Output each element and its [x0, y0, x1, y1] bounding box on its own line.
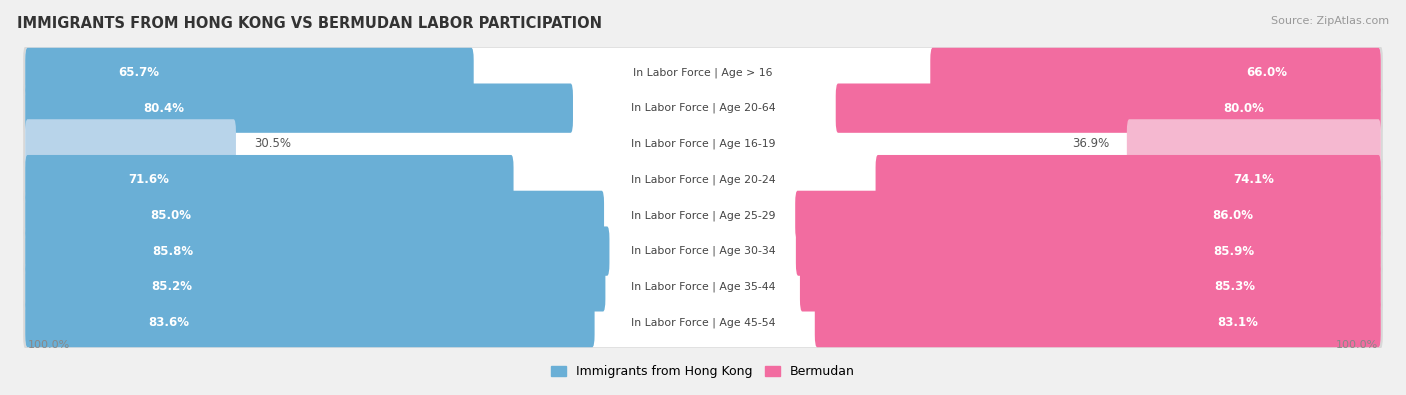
Text: In Labor Force | Age 25-29: In Labor Force | Age 25-29 [631, 210, 775, 221]
FancyBboxPatch shape [796, 226, 1381, 276]
Text: 71.6%: 71.6% [128, 173, 169, 186]
Text: In Labor Force | Age 20-24: In Labor Force | Age 20-24 [631, 174, 775, 185]
FancyBboxPatch shape [25, 191, 605, 240]
Text: In Labor Force | Age > 16: In Labor Force | Age > 16 [633, 67, 773, 78]
FancyBboxPatch shape [25, 83, 1381, 133]
Text: 85.9%: 85.9% [1213, 245, 1254, 258]
FancyBboxPatch shape [25, 262, 1381, 312]
Text: 86.0%: 86.0% [1213, 209, 1254, 222]
FancyBboxPatch shape [1126, 119, 1381, 169]
Text: 74.1%: 74.1% [1233, 173, 1274, 186]
FancyBboxPatch shape [25, 155, 513, 204]
Text: 65.7%: 65.7% [118, 66, 159, 79]
FancyBboxPatch shape [25, 262, 606, 312]
Text: 85.3%: 85.3% [1213, 280, 1256, 293]
FancyBboxPatch shape [25, 191, 1381, 240]
FancyBboxPatch shape [25, 119, 1381, 169]
Text: In Labor Force | Age 16-19: In Labor Force | Age 16-19 [631, 139, 775, 149]
Text: 80.0%: 80.0% [1223, 102, 1264, 115]
FancyBboxPatch shape [931, 48, 1381, 97]
Text: 85.8%: 85.8% [152, 245, 193, 258]
FancyBboxPatch shape [835, 83, 1381, 133]
FancyBboxPatch shape [876, 155, 1381, 204]
FancyBboxPatch shape [25, 83, 574, 133]
Text: In Labor Force | Age 30-34: In Labor Force | Age 30-34 [631, 246, 775, 256]
FancyBboxPatch shape [22, 261, 1384, 313]
Text: 83.6%: 83.6% [148, 316, 190, 329]
Text: 80.4%: 80.4% [143, 102, 184, 115]
FancyBboxPatch shape [25, 119, 236, 169]
FancyBboxPatch shape [25, 226, 1381, 276]
FancyBboxPatch shape [22, 154, 1384, 206]
FancyBboxPatch shape [22, 82, 1384, 134]
FancyBboxPatch shape [22, 46, 1384, 98]
Legend: Immigrants from Hong Kong, Bermudan: Immigrants from Hong Kong, Bermudan [546, 360, 860, 384]
FancyBboxPatch shape [800, 262, 1381, 312]
Text: 100.0%: 100.0% [1336, 340, 1378, 350]
FancyBboxPatch shape [25, 298, 1381, 347]
FancyBboxPatch shape [22, 118, 1384, 170]
FancyBboxPatch shape [22, 189, 1384, 241]
FancyBboxPatch shape [22, 297, 1384, 349]
Text: In Labor Force | Age 45-54: In Labor Force | Age 45-54 [631, 317, 775, 328]
Text: 100.0%: 100.0% [28, 340, 70, 350]
FancyBboxPatch shape [22, 225, 1384, 277]
Text: In Labor Force | Age 35-44: In Labor Force | Age 35-44 [631, 282, 775, 292]
Text: 85.0%: 85.0% [150, 209, 191, 222]
Text: 85.2%: 85.2% [150, 280, 193, 293]
Text: IMMIGRANTS FROM HONG KONG VS BERMUDAN LABOR PARTICIPATION: IMMIGRANTS FROM HONG KONG VS BERMUDAN LA… [17, 16, 602, 31]
FancyBboxPatch shape [815, 298, 1381, 347]
FancyBboxPatch shape [796, 191, 1381, 240]
FancyBboxPatch shape [25, 48, 1381, 97]
FancyBboxPatch shape [25, 48, 474, 97]
Text: 66.0%: 66.0% [1247, 66, 1288, 79]
FancyBboxPatch shape [25, 155, 1381, 204]
Text: 30.5%: 30.5% [254, 137, 291, 150]
Text: 36.9%: 36.9% [1071, 137, 1109, 150]
Text: 83.1%: 83.1% [1218, 316, 1258, 329]
Text: Source: ZipAtlas.com: Source: ZipAtlas.com [1271, 16, 1389, 26]
Text: In Labor Force | Age 20-64: In Labor Force | Age 20-64 [631, 103, 775, 113]
FancyBboxPatch shape [25, 226, 609, 276]
FancyBboxPatch shape [25, 298, 595, 347]
